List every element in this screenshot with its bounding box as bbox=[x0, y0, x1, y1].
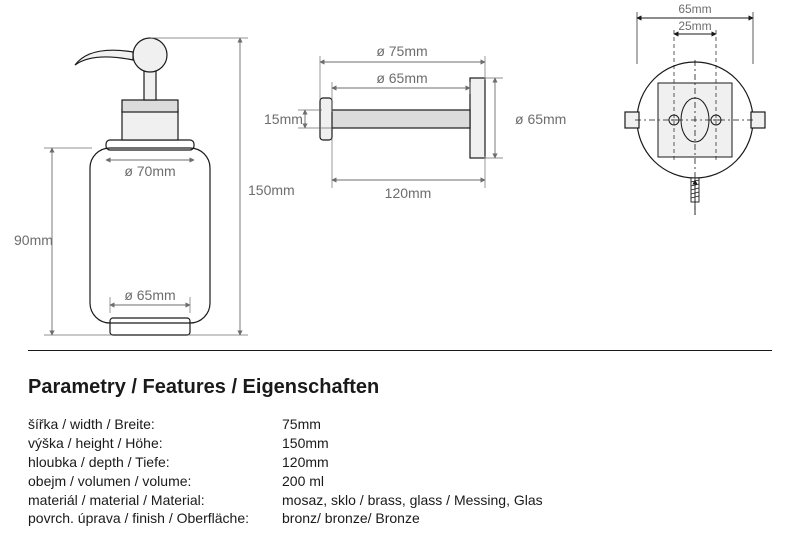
feature-value: 200 ml bbox=[282, 472, 768, 491]
divider bbox=[28, 350, 772, 351]
dim-front-top-width: ø 70mm bbox=[124, 163, 175, 179]
feature-label: výška / height / Höhe: bbox=[28, 434, 282, 453]
front-view: ø 70mm ø 65mm 90mm 150mm bbox=[14, 38, 295, 335]
feature-value: 75mm bbox=[282, 415, 768, 434]
feature-row: výška / height / Höhe: 150mm bbox=[28, 434, 768, 453]
dim-front-base-width: ø 65mm bbox=[124, 287, 175, 303]
dim-side-bar-height: 15mm bbox=[264, 111, 303, 127]
feature-row: šířka / width / Breite: 75mm bbox=[28, 415, 768, 434]
technical-drawing: ø 70mm ø 65mm 90mm 150mm bbox=[0, 0, 797, 350]
features-section: Parametry / Features / Eigenschaften šíř… bbox=[28, 362, 768, 528]
feature-value: mosaz, sklo / brass, glass / Messing, Gl… bbox=[282, 491, 768, 510]
back-view: 65mm 25mm bbox=[625, 2, 765, 215]
side-view: ø 75mm ø 65mm 15mm 120mm ø 65mm bbox=[264, 43, 566, 201]
feature-value: 120mm bbox=[282, 453, 768, 472]
feature-row: materiál / material / Material: mosaz, s… bbox=[28, 491, 768, 510]
dim-side-depth: 120mm bbox=[385, 185, 432, 201]
dim-back-holes: 25mm bbox=[678, 19, 711, 33]
feature-row: obejm / volumen / volume: 200 ml bbox=[28, 472, 768, 491]
dim-side-mid: ø 65mm bbox=[376, 70, 427, 86]
dim-plate-diameter: ø 65mm bbox=[515, 111, 566, 127]
features-title: Parametry / Features / Eigenschaften bbox=[28, 376, 768, 399]
dim-back-width: 65mm bbox=[678, 2, 711, 16]
dim-front-body-height: 90mm bbox=[14, 232, 53, 248]
page-root: ø 70mm ø 65mm 90mm 150mm bbox=[0, 0, 797, 540]
feature-label: obejm / volumen / volume: bbox=[28, 472, 282, 491]
feature-value: bronz/ bronze/ Bronze bbox=[282, 509, 768, 528]
feature-value: 150mm bbox=[282, 434, 768, 453]
feature-label: materiál / material / Material: bbox=[28, 491, 282, 510]
feature-label: šířka / width / Breite: bbox=[28, 415, 282, 434]
feature-row: povrch. úprava / finish / Oberfläche: br… bbox=[28, 509, 768, 528]
feature-label: povrch. úprava / finish / Oberfläche: bbox=[28, 509, 282, 528]
dim-front-overall-height: 150mm bbox=[248, 182, 295, 198]
dim-side-top: ø 75mm bbox=[376, 43, 427, 59]
feature-label: hloubka / depth / Tiefe: bbox=[28, 453, 282, 472]
feature-row: hloubka / depth / Tiefe: 120mm bbox=[28, 453, 768, 472]
